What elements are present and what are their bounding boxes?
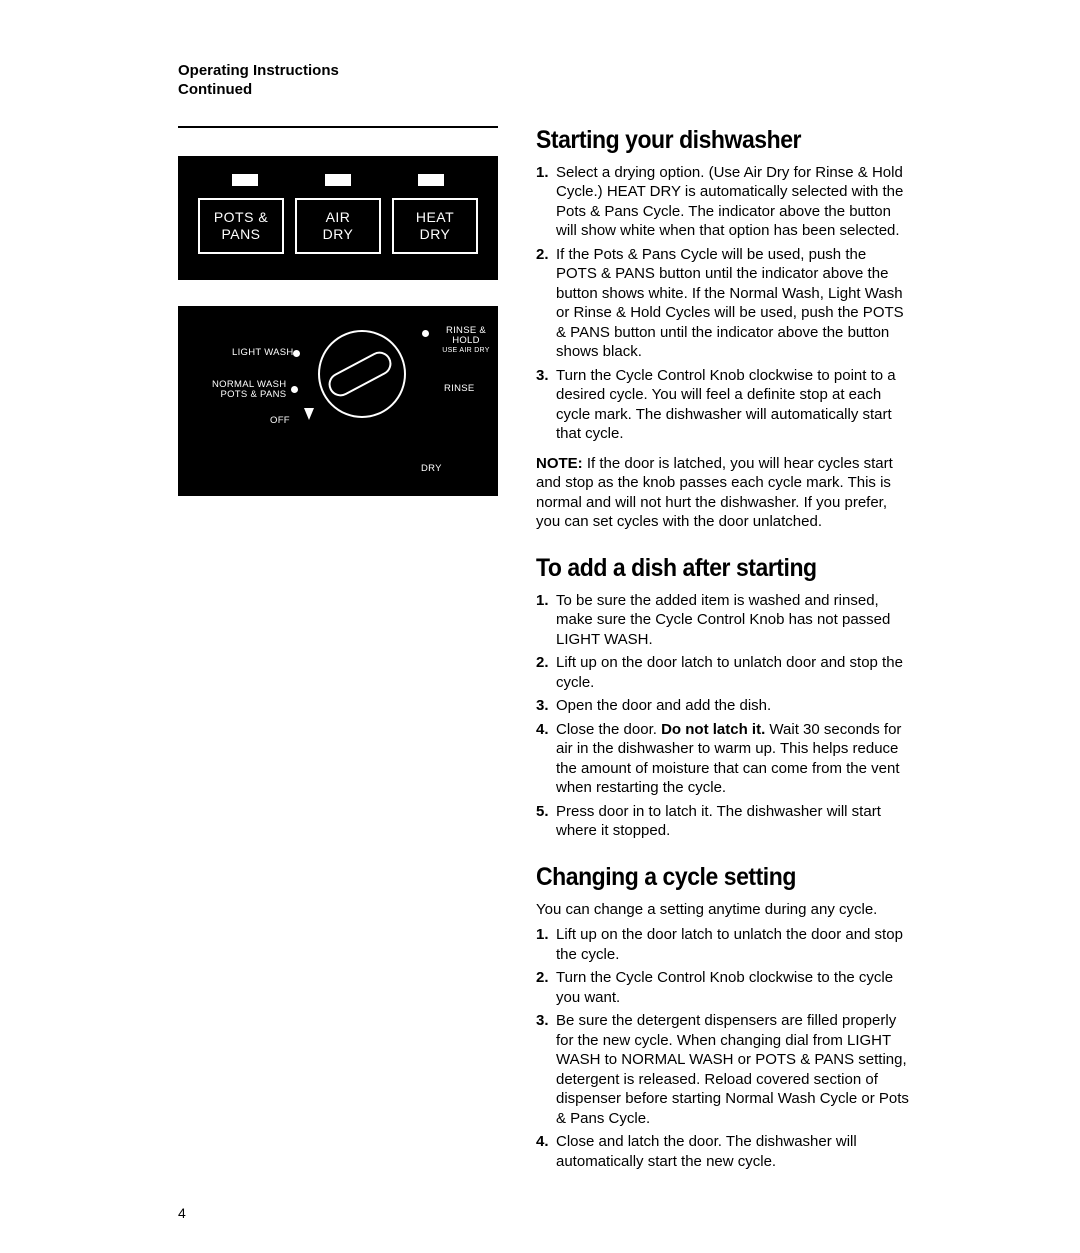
air-dry-button: AIR DRY [295,198,381,254]
columns: POTS & PANS AIR DRY HEAT DRY RINSE & HOL… [178,126,910,1194]
right-column: Starting your dishwasher 1.Select a dryi… [536,126,910,1194]
list-item: 3.Turn the Cycle Control Knob clockwise … [536,366,910,444]
arrow-off-icon [304,408,314,420]
heading-changing: Changing a cycle setting [536,863,880,892]
list-starting: 1.Select a drying option. (Use Air Dry f… [536,163,910,444]
indicator-air-dry [325,174,351,186]
button-panel: POTS & PANS AIR DRY HEAT DRY [178,156,498,280]
dot-normal-wash [291,386,298,393]
label-rinse: RINSE [444,384,475,395]
page: Operating Instructions Continued POTS & … [0,0,1080,1193]
list-changing: 1.Lift up on the door latch to unlatch t… [536,925,910,1171]
section-starting: Starting your dishwasher 1.Select a dryi… [536,126,910,532]
dial-panel: RINSE & HOLD USE AIR DRY LIGHT WASH NORM… [178,306,498,496]
header-block: Operating Instructions Continued [178,62,910,100]
section-changing: Changing a cycle setting You can change … [536,863,910,1172]
list-item: 1.Lift up on the door latch to unlatch t… [536,925,910,964]
list-add-dish: 1.To be sure the added item is washed an… [536,591,910,841]
page-number: 4 [178,1205,186,1221]
header-line1: Operating Instructions [178,62,910,81]
list-item: 2.If the Pots & Pans Cycle will be used,… [536,245,910,362]
indicator-heat-dry [418,174,444,186]
button-row: POTS & PANS AIR DRY HEAT DRY [198,198,478,254]
indicator-row [198,174,478,186]
label-light-wash: LIGHT WASH [232,348,294,359]
list-item: 2.Turn the Cycle Control Knob clockwise … [536,968,910,1007]
heading-add-dish: To add a dish after starting [536,554,880,583]
indicator-pots-pans [232,174,258,186]
note-paragraph: NOTE: If the door is latched, you will h… [536,454,910,532]
list-item: 3.Open the door and add the dish. [536,696,910,716]
section-add-dish: To add a dish after starting 1.To be sur… [536,554,910,841]
list-item: 5.Press door in to latch it. The dishwas… [536,802,910,841]
header-line2: Continued [178,81,910,100]
heat-dry-button: HEAT DRY [392,198,478,254]
intro-paragraph: You can change a setting anytime during … [536,900,910,920]
list-item: 3.Be sure the detergent dispensers are f… [536,1011,910,1128]
dot-rinse-hold [422,330,429,337]
list-item: 4.Close the door. Do not latch it. Wait … [536,720,910,798]
list-item: 2.Lift up on the door latch to unlatch d… [536,653,910,692]
left-column: POTS & PANS AIR DRY HEAT DRY RINSE & HOL… [178,126,498,1194]
label-normal-wash: NORMAL WASH POTS & PANS [212,380,286,402]
label-dry: DRY [421,464,442,475]
list-item: 4.Close and latch the door. The dishwash… [536,1132,910,1171]
dot-light-wash [293,350,300,357]
divider-rule [178,126,498,128]
label-rinse-hold: RINSE & HOLD USE AIR DRY [434,326,498,356]
list-item: 1.Select a drying option. (Use Air Dry f… [536,163,910,241]
pots-pans-button: POTS & PANS [198,198,284,254]
label-off: OFF [270,416,290,427]
list-item: 1.To be sure the added item is washed an… [536,591,910,650]
heading-starting: Starting your dishwasher [536,126,880,155]
